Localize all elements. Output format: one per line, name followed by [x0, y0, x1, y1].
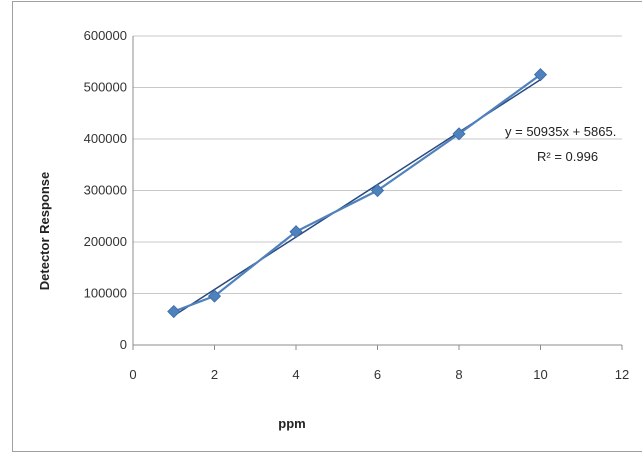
y-tick-300000: 300000 — [84, 183, 127, 198]
x-tick-4: 4 — [292, 367, 299, 382]
series-line — [173, 73, 542, 313]
trendline-equation: y = 50935x + 5865. — [505, 124, 616, 139]
y-tick-400000: 400000 — [84, 131, 127, 146]
x-tick-labels: 0 2 4 6 8 10 12 — [129, 367, 629, 382]
data-point-8 — [452, 127, 466, 141]
x-tick-10: 10 — [533, 367, 547, 382]
series-layer — [173, 73, 542, 313]
data-point-10 — [533, 68, 548, 82]
x-tick-12: 12 — [615, 367, 629, 382]
y-tick-500000: 500000 — [84, 80, 127, 95]
y-tick-200000: 200000 — [84, 234, 127, 249]
x-axis-title: ppm — [278, 416, 305, 431]
y-tick-100000: 100000 — [84, 286, 127, 301]
y-tick-600000: 600000 — [84, 28, 127, 43]
y-axis-title: Detector Response — [37, 172, 52, 290]
x-tick-8: 8 — [455, 367, 462, 382]
x-tick-0: 0 — [129, 367, 136, 382]
data-point-4 — [289, 225, 303, 239]
y-tick-0: 0 — [120, 337, 127, 352]
x-tick-6: 6 — [374, 367, 381, 382]
y-tick-labels: 0 100000 200000 300000 400000 500000 600000 — [84, 28, 127, 352]
data-point-6 — [370, 183, 385, 198]
data-point-2 — [207, 289, 222, 303]
r-squared-label: R² = 0.996 — [537, 149, 598, 164]
x-tick-2: 2 — [211, 367, 218, 382]
data-point-1 — [167, 304, 181, 319]
markers-layer — [167, 68, 548, 319]
